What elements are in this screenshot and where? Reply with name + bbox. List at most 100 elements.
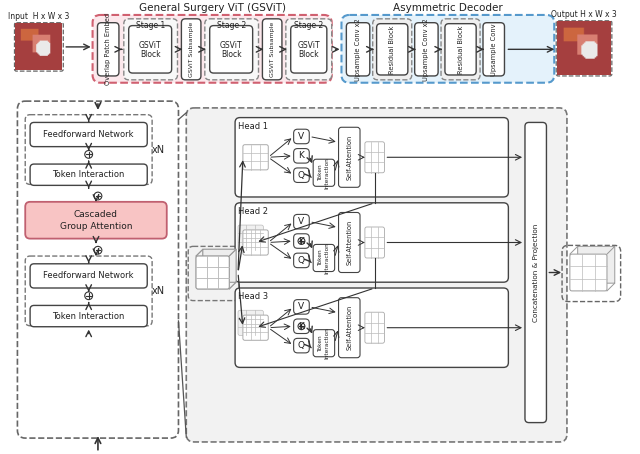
FancyBboxPatch shape [210,25,253,73]
FancyBboxPatch shape [30,164,147,185]
Text: Asymmetric Decoder: Asymmetric Decoder [393,3,503,13]
FancyBboxPatch shape [243,230,268,255]
Text: Upsample Conv x2: Upsample Conv x2 [424,18,429,81]
FancyBboxPatch shape [313,330,335,357]
Text: GSViT: GSViT [139,41,161,50]
FancyBboxPatch shape [294,148,309,163]
Text: Stage 2: Stage 2 [294,21,323,30]
Text: GSViT: GSViT [298,41,320,50]
Circle shape [298,323,305,330]
FancyBboxPatch shape [365,227,385,258]
FancyBboxPatch shape [415,23,438,76]
Text: Head 3: Head 3 [237,292,268,301]
FancyBboxPatch shape [365,312,385,343]
FancyBboxPatch shape [286,19,332,80]
Text: Q: Q [298,171,305,180]
Text: K: K [298,237,305,246]
Text: Concatenation & Projection: Concatenation & Projection [532,223,539,321]
FancyBboxPatch shape [124,19,177,80]
FancyBboxPatch shape [483,23,504,76]
Text: GSViT Subsample: GSViT Subsample [269,22,275,77]
Text: Self-Attention: Self-Attention [346,220,352,265]
Text: Input  H x W x 3: Input H x W x 3 [8,12,70,21]
FancyBboxPatch shape [30,123,147,147]
FancyBboxPatch shape [235,288,508,367]
Text: K: K [298,151,305,160]
Text: V: V [298,302,305,311]
Text: Stage 2: Stage 2 [217,21,246,30]
FancyBboxPatch shape [203,249,236,282]
FancyBboxPatch shape [181,19,201,80]
FancyBboxPatch shape [294,253,309,268]
FancyBboxPatch shape [441,19,480,80]
FancyBboxPatch shape [372,19,412,80]
FancyBboxPatch shape [30,306,147,327]
Text: Upsample Conv x2: Upsample Conv x2 [355,18,361,81]
Text: K: K [298,322,305,331]
Text: xN: xN [152,144,164,154]
Text: V: V [298,217,305,226]
Text: Token
Interaction: Token Interaction [319,242,330,274]
FancyBboxPatch shape [30,264,147,288]
Text: Output H x W x 3: Output H x W x 3 [551,10,617,20]
FancyBboxPatch shape [376,24,408,75]
FancyBboxPatch shape [339,298,360,358]
Text: Q: Q [298,256,305,265]
FancyBboxPatch shape [238,310,264,336]
Text: Block: Block [298,49,319,59]
Text: Head 2: Head 2 [237,207,268,216]
Text: Overlap Patch Embed: Overlap Patch Embed [105,13,111,85]
FancyBboxPatch shape [313,159,335,186]
FancyBboxPatch shape [186,108,567,442]
FancyBboxPatch shape [342,15,554,83]
FancyBboxPatch shape [235,118,508,197]
FancyBboxPatch shape [570,254,607,291]
FancyBboxPatch shape [294,129,309,144]
Circle shape [84,151,93,158]
FancyBboxPatch shape [97,23,119,76]
FancyBboxPatch shape [445,24,476,75]
Text: Self-Attention: Self-Attention [346,305,352,350]
Text: Block: Block [221,49,241,59]
FancyBboxPatch shape [294,234,309,248]
Text: V: V [298,132,305,141]
FancyBboxPatch shape [196,256,229,289]
FancyBboxPatch shape [578,247,615,283]
Circle shape [94,192,102,200]
Text: Q: Q [298,341,305,350]
Text: GSViT Subsample: GSViT Subsample [189,22,194,77]
FancyBboxPatch shape [235,203,508,282]
Text: Residual Block: Residual Block [389,25,396,74]
Text: Residual Block: Residual Block [458,25,463,74]
FancyBboxPatch shape [205,19,259,80]
Text: Token
Interaction: Token Interaction [319,157,330,189]
Text: Feedforward Network: Feedforward Network [44,130,134,139]
Text: General Surgery ViT (GSViT): General Surgery ViT (GSViT) [139,3,285,13]
FancyBboxPatch shape [339,127,360,188]
FancyBboxPatch shape [313,244,335,271]
FancyBboxPatch shape [294,319,309,334]
FancyBboxPatch shape [294,168,309,183]
Text: Group Attention: Group Attention [60,222,132,231]
Text: Token Interaction: Token Interaction [52,311,125,321]
Text: Upsample Conv: Upsample Conv [491,23,497,75]
FancyBboxPatch shape [93,15,332,83]
Text: xN: xN [152,286,164,296]
FancyBboxPatch shape [346,23,370,76]
FancyBboxPatch shape [243,315,268,340]
FancyBboxPatch shape [291,25,327,73]
FancyBboxPatch shape [294,300,309,314]
FancyBboxPatch shape [294,214,309,229]
FancyBboxPatch shape [203,249,236,282]
Text: Head 1: Head 1 [237,122,268,131]
Text: GSViT: GSViT [220,41,243,50]
FancyBboxPatch shape [243,145,268,170]
Circle shape [84,292,93,300]
FancyBboxPatch shape [25,202,167,239]
Circle shape [298,237,305,244]
FancyBboxPatch shape [365,142,385,173]
FancyBboxPatch shape [196,256,229,289]
Text: Token
Interaction: Token Interaction [319,327,330,359]
FancyBboxPatch shape [294,338,309,353]
Text: Feedforward Network: Feedforward Network [44,271,134,281]
